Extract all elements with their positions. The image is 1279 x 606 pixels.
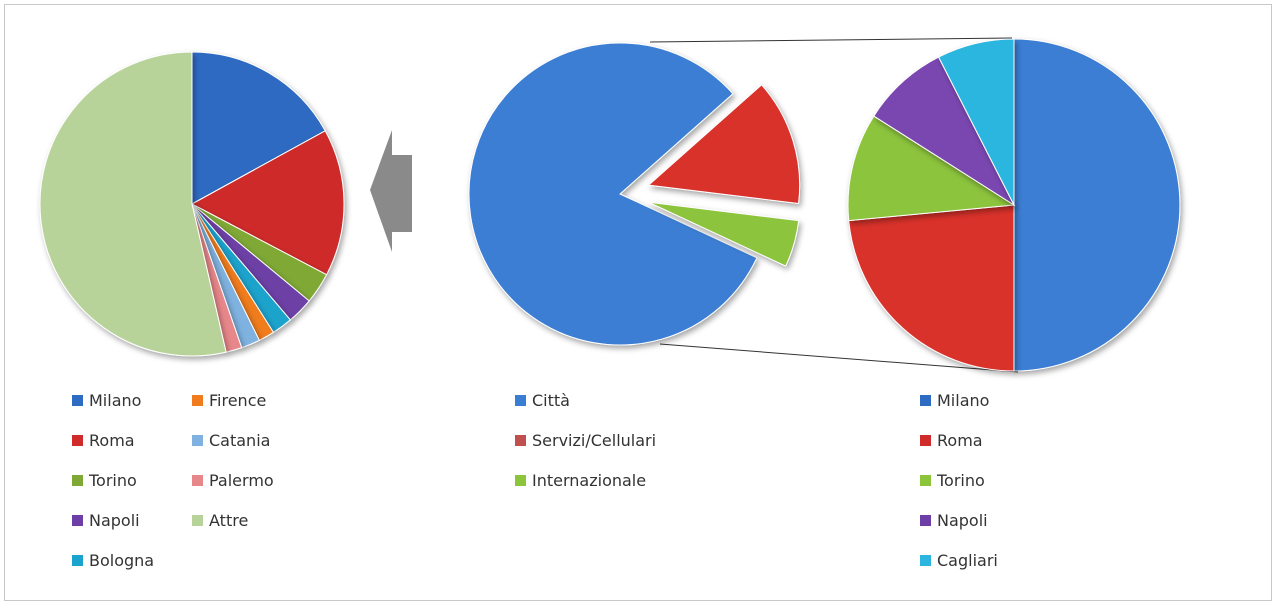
legend-swatch bbox=[920, 474, 931, 486]
legend-item-napoli: Napoli bbox=[72, 510, 140, 530]
legend-swatch bbox=[192, 474, 203, 486]
arrow-shape bbox=[370, 130, 412, 252]
legend-label: Servizi/Cellulari bbox=[532, 430, 657, 450]
legend-swatch bbox=[72, 434, 83, 446]
pie-chart-middle bbox=[468, 42, 801, 346]
connector-line-1 bbox=[649, 37, 1013, 43]
legend-item-citt-: Città bbox=[515, 390, 570, 410]
pie-chart-left bbox=[39, 51, 345, 357]
legend-label: Torino bbox=[89, 470, 137, 490]
legend-swatch bbox=[920, 394, 931, 406]
pie-slice-milano bbox=[1013, 38, 1181, 372]
legend-item-catania: Catania bbox=[192, 430, 270, 450]
legend-item-servizi-cellulari: Servizi/Cellulari bbox=[515, 430, 656, 450]
legend-swatch bbox=[515, 434, 526, 446]
pie-slice-napoli bbox=[873, 56, 1016, 207]
pie-slice-torino bbox=[847, 115, 1016, 222]
legend-swatch bbox=[72, 394, 83, 406]
legend-label: Milano bbox=[89, 390, 142, 410]
connector-line-2 bbox=[659, 343, 1019, 373]
pie-slice-servizi-cellulari bbox=[647, 84, 801, 205]
legend-item-napoli: Napoli bbox=[920, 510, 988, 530]
legend-label: Roma bbox=[937, 430, 983, 450]
legend-label: Firence bbox=[209, 390, 267, 410]
legend-item-cagliari: Cagliari bbox=[920, 550, 998, 570]
legend-swatch bbox=[515, 474, 526, 486]
legend-item-attre: Attre bbox=[192, 510, 248, 530]
pie-slice-milano bbox=[191, 51, 326, 205]
legend-item-milano: Milano bbox=[920, 390, 989, 410]
legend-label: Internazionale bbox=[532, 470, 647, 490]
left-arrow-icon bbox=[370, 130, 412, 252]
legend-swatch bbox=[72, 514, 83, 526]
legend-label: Catania bbox=[209, 430, 271, 450]
legend-label: Cagliari bbox=[937, 550, 998, 570]
legend-label: Roma bbox=[89, 430, 135, 450]
pie-slice-internazionale bbox=[648, 201, 800, 267]
pie-slice-roma bbox=[190, 130, 345, 276]
legend-swatch bbox=[920, 554, 931, 566]
legend-swatch bbox=[515, 394, 526, 406]
legend-label: Milano bbox=[937, 390, 990, 410]
legend-swatch bbox=[72, 474, 83, 486]
legend-swatch bbox=[72, 554, 83, 566]
legend-label: Attre bbox=[209, 510, 249, 530]
legend-swatch bbox=[192, 434, 203, 446]
legend-label: Città bbox=[532, 390, 570, 410]
pie-slice-attre bbox=[39, 51, 227, 357]
legend-swatch bbox=[920, 514, 931, 526]
legend-item-torino: Torino bbox=[920, 470, 985, 490]
legend-label: Napoli bbox=[937, 510, 988, 530]
legend-label: Palermo bbox=[209, 470, 274, 490]
legend-item-torino: Torino bbox=[72, 470, 137, 490]
pie-slice-citt- bbox=[468, 42, 758, 346]
legend-item-internazionale: Internazionale bbox=[515, 470, 646, 490]
pie-chart-right bbox=[847, 38, 1181, 372]
legend-swatch bbox=[920, 434, 931, 446]
legend-label: Napoli bbox=[89, 510, 140, 530]
legend-item-palermo: Palermo bbox=[192, 470, 274, 490]
legend-label: Bologna bbox=[89, 550, 155, 570]
legend-label: Torino bbox=[937, 470, 985, 490]
legend-swatch bbox=[192, 514, 203, 526]
pie-slice-roma bbox=[848, 204, 1015, 372]
legend-item-milano: Milano bbox=[72, 390, 141, 410]
pie-slice-cagliari bbox=[937, 38, 1015, 206]
legend-item-firence: Firence bbox=[192, 390, 266, 410]
legend-item-bologna: Bologna bbox=[72, 550, 154, 570]
legend-swatch bbox=[192, 394, 203, 406]
connector-lines bbox=[649, 37, 1019, 373]
legend-item-roma: Roma bbox=[920, 430, 983, 450]
legend-item-roma: Roma bbox=[72, 430, 135, 450]
